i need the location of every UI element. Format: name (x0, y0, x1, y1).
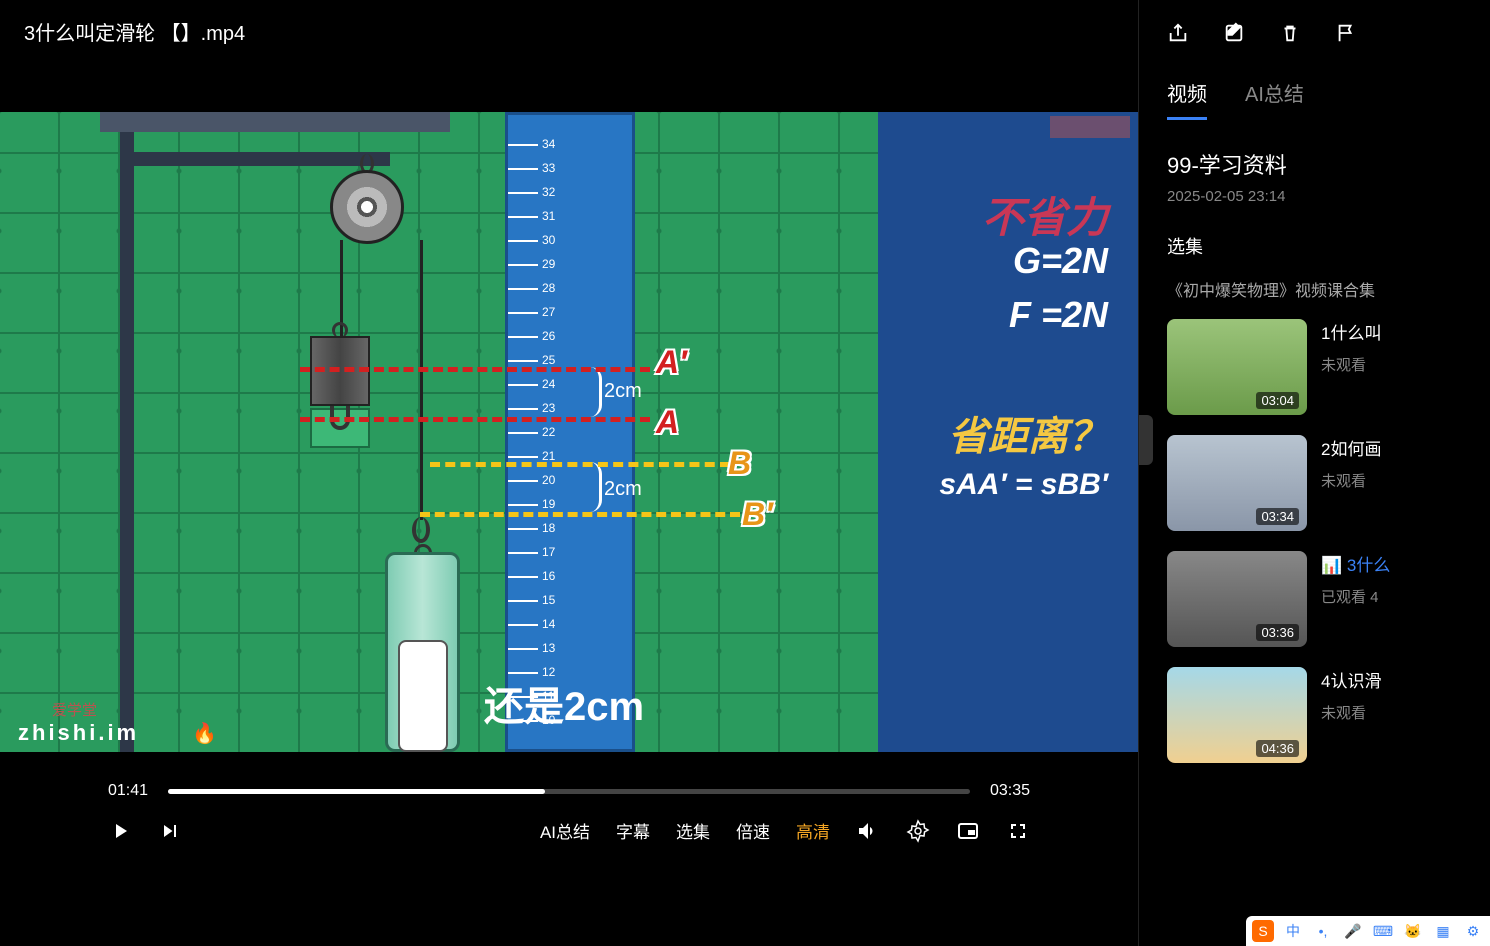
playlist-status: 未观看 (1321, 354, 1381, 375)
playlist-duration: 03:04 (1256, 392, 1299, 409)
playlist-status: 已观看 4 (1321, 586, 1390, 607)
ime-grid-icon[interactable]: ▦ (1432, 920, 1454, 942)
playlist-thumb: 03:04 (1167, 319, 1307, 415)
watermark-tr (1050, 116, 1130, 138)
bracket-aa (582, 367, 602, 417)
playlist-thumb: 03:34 (1167, 435, 1307, 531)
flame-icon: 🔥 (192, 721, 217, 746)
line-b-prime (420, 512, 740, 517)
video-area: 3433323130292827262524232221201918171615… (0, 62, 1138, 946)
formula-panel: 不省力 G=2N F =2N 省距离？ sAA′ = sBB′ (878, 112, 1138, 752)
playlist-status: 未观看 (1321, 470, 1381, 491)
watermark-logo: 爱学堂 (52, 699, 97, 720)
playlist-title: 📊 3什么 (1321, 551, 1390, 576)
playlist-title: 4认识滑 (1321, 667, 1381, 692)
line-a-prime (300, 367, 650, 372)
playlist-thumb: 03:36 (1167, 551, 1307, 647)
ime-gear-icon[interactable]: ⚙ (1462, 920, 1484, 942)
playlist-title: 1什么叫 (1321, 319, 1381, 344)
formula-l1: 不省力 (982, 184, 1108, 245)
section-sub: 《初中爆笑物理》视频课合集 (1139, 269, 1490, 309)
ai-summary-button[interactable]: AI总结 (540, 818, 590, 843)
tab-ai[interactable]: AI总结 (1245, 78, 1304, 120)
pip-icon[interactable] (956, 819, 980, 843)
stand-top (100, 112, 450, 132)
play-icon[interactable] (108, 819, 132, 843)
chevron-right-icon[interactable] (1138, 415, 1153, 465)
progress-fill (168, 789, 545, 794)
ime-cat-icon[interactable]: 🐱 (1402, 920, 1424, 942)
label-b: B (728, 445, 751, 482)
playlist-item[interactable]: 03:36 📊 3什么 已观看 4 (1167, 551, 1490, 647)
ime-punct-icon[interactable]: •, (1312, 920, 1334, 942)
bracket-bb (582, 462, 602, 512)
edit-icon[interactable] (1223, 22, 1245, 44)
stand-vertical (120, 112, 134, 752)
video-filename: 3什么叫定滑轮 【】.mp4 (24, 17, 245, 46)
tab-video[interactable]: 视频 (1167, 78, 1207, 120)
playlist: 03:04 1什么叫 未观看 03:34 2如何画 未观看 03:36 📊 3什… (1139, 309, 1490, 793)
playlist-title: 2如何画 (1321, 435, 1381, 460)
stand-horizontal (130, 152, 390, 166)
volume-icon[interactable] (856, 819, 880, 843)
section-label: 选集 (1139, 205, 1490, 269)
playlist-status: 未观看 (1321, 702, 1381, 723)
settings-icon[interactable] (906, 819, 930, 843)
caption-text: 还是2cm (484, 674, 644, 732)
ime-mic-icon[interactable]: 🎤 (1342, 920, 1364, 942)
playlist-item[interactable]: 04:36 4认识滑 未观看 (1167, 667, 1490, 763)
formula-l4: 省距离？ (948, 404, 1108, 462)
speed-button[interactable]: 倍速 (736, 818, 770, 843)
sidebar-date: 2025-02-05 23:14 (1139, 188, 1490, 205)
ime-keyboard-icon[interactable]: ⌨ (1372, 920, 1394, 942)
playlist-item[interactable]: 03:04 1什么叫 未观看 (1167, 319, 1490, 415)
total-time: 03:35 (990, 782, 1030, 800)
sidebar: 视频 AI总结 99-学习资料 2025-02-05 23:14 选集 《初中爆… (1138, 0, 1490, 946)
label-a-prime: A′ (656, 344, 687, 381)
ime-s-icon[interactable]: S (1252, 920, 1274, 942)
fullscreen-icon[interactable] (1006, 819, 1030, 843)
scale-hook (412, 517, 430, 543)
formula-l3: F =2N (1009, 294, 1108, 336)
rope-right (420, 240, 423, 520)
playlist-item[interactable]: 03:34 2如何画 未观看 (1167, 435, 1490, 531)
share-icon[interactable] (1167, 22, 1189, 44)
quality-button[interactable]: 高清 (796, 818, 830, 843)
pulley-wheel (330, 170, 404, 244)
episodes-button[interactable]: 选集 (676, 818, 710, 843)
ruler-ticks: 3433323130292827262524232221201918171615… (508, 144, 548, 752)
current-time: 01:41 (108, 782, 148, 800)
playlist-duration: 03:36 (1256, 624, 1299, 641)
ime-lang-icon[interactable]: 中 (1282, 920, 1304, 942)
line-a (300, 417, 650, 422)
playlist-duration: 04:36 (1256, 740, 1299, 757)
label-2cm-top: 2cm (604, 380, 642, 403)
playlist-thumb: 04:36 (1167, 667, 1307, 763)
title-bar: 3什么叫定滑轮 【】.mp4 (0, 0, 1138, 62)
flag-icon[interactable] (1335, 22, 1357, 44)
progress-bar[interactable] (168, 789, 970, 794)
subtitle-button[interactable]: 字幕 (616, 818, 650, 843)
player-controls: 01:41 03:35 AI总结 字幕 选集 倍速 高清 (94, 772, 1044, 872)
video-frame[interactable]: 3433323130292827262524232221201918171615… (0, 112, 1138, 752)
scale-dial (398, 640, 448, 752)
next-icon[interactable] (158, 819, 182, 843)
playlist-duration: 03:34 (1256, 508, 1299, 525)
label-a: A (656, 404, 679, 441)
label-b-prime: B′ (742, 496, 773, 533)
label-2cm-bot: 2cm (604, 478, 642, 501)
delete-icon[interactable] (1279, 22, 1301, 44)
line-b (430, 462, 730, 467)
formula-l5: sAA′ = sBB′ (939, 468, 1108, 502)
sidebar-title: 99-学习资料 (1139, 120, 1490, 188)
watermark-url: zhishi.im (18, 720, 139, 746)
ime-tray: S 中 •, 🎤 ⌨ 🐱 ▦ ⚙ (1246, 916, 1490, 946)
formula-l2: G=2N (1013, 240, 1108, 282)
